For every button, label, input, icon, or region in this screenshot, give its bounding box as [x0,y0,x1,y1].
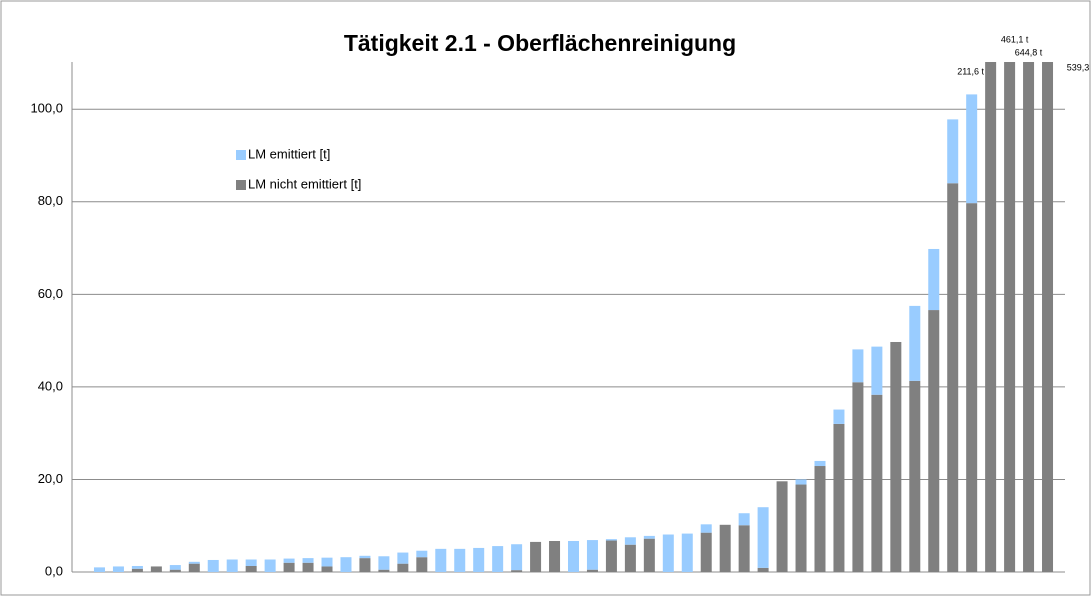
bar-segment [1004,62,1016,572]
legend-label: LM emittiert [t] [248,146,330,161]
bar-segment [662,534,674,572]
bar-segment [776,481,788,572]
bar-segment [359,558,371,572]
bar-segment [131,568,143,572]
bar-segment [833,409,845,424]
bar-segment [93,567,105,572]
bar-segment [852,349,864,383]
bar-segment [719,524,731,572]
bar-segment [511,570,523,572]
bar-segment [359,555,371,559]
bar-segment [909,380,921,572]
bar-segment [169,565,181,570]
bar-segment [624,544,636,572]
value-label: 644,8 t [1015,47,1043,57]
y-tick-label: 60,0 [38,286,63,301]
bar-segment [624,537,636,545]
y-tick-label: 80,0 [38,193,63,208]
bar-segment [605,539,617,541]
bar-segment [492,546,504,572]
bar-segment [378,556,390,570]
bar-segment [700,532,712,572]
bar-segment [340,557,352,572]
value-label: 211,6 t [957,66,984,76]
bar-segment [321,557,333,567]
bar-segment [605,540,617,572]
bar-segment [397,563,409,572]
bar-segment [245,559,257,566]
bar-segment [283,558,295,563]
bar-segment [150,566,162,572]
bar-segment [909,305,921,381]
bar-segment [454,548,466,572]
bar-segment [549,540,561,572]
bar-segment [226,559,238,572]
bar-segment [1042,62,1054,572]
value-label: 539,3 t [1067,62,1091,72]
y-tick-label: 20,0 [38,471,63,486]
bar-segment [852,382,864,572]
bar-segment [643,538,655,572]
bar-segment [890,341,902,572]
bar-segment [169,569,181,572]
bar-segment [795,484,807,572]
bar-segment [700,524,712,533]
bar-segment [738,513,750,526]
bar-segment [738,525,750,572]
bar-segment [681,533,693,572]
bar-segment [928,310,940,572]
bar-segment [814,466,826,572]
bar-segment [264,559,276,572]
value-label: 461,1 t [1001,34,1029,44]
bar-segment [586,540,598,570]
bar-segment [131,565,143,569]
bar-segment [473,547,485,572]
y-tick-label: 40,0 [38,378,63,393]
bar-segment [245,565,257,572]
plot-area [93,62,1054,572]
bar-segment [321,566,333,572]
bar-segment [928,248,940,311]
bar-segment [378,569,390,572]
bar-segment [966,94,978,204]
chart-title: Tätigkeit 2.1 - Oberflächenreinigung [344,30,736,56]
bar-segment [511,544,523,571]
legend-swatch [236,150,246,160]
bar-segment [112,566,124,572]
bar-segment [416,557,428,572]
bar-segment [530,541,542,572]
bar-segment [283,562,295,572]
bar-segment [397,552,409,564]
bar-segment [302,562,314,572]
bar-segment [188,563,200,572]
bar-segment [814,460,826,467]
bar-segment [188,561,200,564]
bar-segment [947,183,959,572]
bar-segment [871,346,883,395]
y-tick-label: 100,0 [30,101,63,116]
legend-swatch [236,180,246,190]
bar-segment [586,569,598,572]
bar-segment [985,62,997,572]
bar-segment [947,119,959,184]
bar-segment [416,550,428,558]
bar-segment [795,479,807,485]
bar-segment [757,507,769,568]
bar-segment [1023,62,1035,572]
bar-segment [643,535,655,539]
bar-segment [966,203,978,572]
legend-label: LM nicht emittiert [t] [248,176,361,191]
bar-segment [435,548,447,572]
bar-segment [871,394,883,572]
bar-segment [207,559,219,572]
bar-segment [302,558,314,563]
bar-segment [757,567,769,572]
bar-segment [568,540,579,572]
bar-segment [833,423,845,572]
y-tick-label: 0,0 [45,563,63,578]
